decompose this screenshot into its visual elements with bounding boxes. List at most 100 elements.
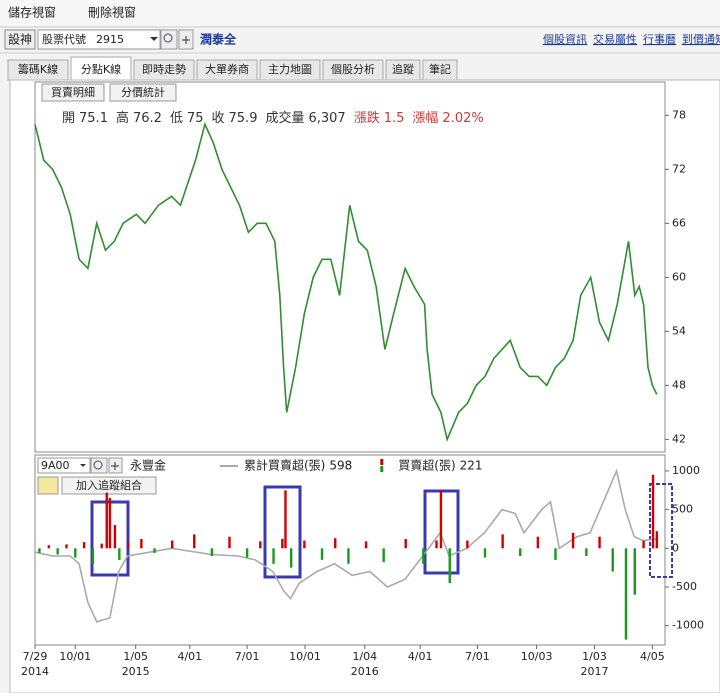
data-line (34, 121, 658, 442)
bar (259, 541, 262, 549)
bar (303, 540, 306, 549)
code-input[interactable] (37, 29, 161, 50)
year-label: 2017 (581, 665, 609, 678)
tab-label: 筆記 (429, 62, 451, 76)
bar (519, 548, 522, 557)
bar (171, 540, 174, 549)
code-label: 股票代號 (42, 33, 86, 46)
bar (284, 490, 287, 549)
menu-bar (0, 0, 720, 25)
y-tick-label: 1000 (672, 464, 700, 477)
broker-select[interactable] (37, 457, 91, 474)
tab-label: 籌碼K線 (18, 62, 58, 76)
bar (228, 536, 231, 549)
bar (435, 540, 438, 549)
bar (598, 536, 601, 549)
y-tick-label: 78 (672, 108, 686, 121)
legend-value: 221 (460, 459, 483, 473)
quote-value: 76.2 (133, 111, 162, 126)
year-label: 2014 (21, 665, 49, 678)
legend-value: 598 (329, 459, 352, 473)
quote-label: 開 (62, 111, 75, 126)
dropdown-arrow (80, 464, 86, 467)
bar (153, 548, 156, 553)
bar (422, 548, 425, 564)
year-label: 2016 (351, 665, 379, 678)
x-tick-label: 4/05 (640, 650, 665, 663)
quote-value: 75 (187, 111, 204, 126)
quote-label: 高 (116, 110, 129, 126)
button[interactable] (109, 83, 177, 102)
tab-label: 分點K線 (81, 62, 121, 76)
legend-label: 累計買賣超(張) (244, 458, 325, 473)
bar (100, 543, 103, 549)
x-tick-label: 1/03 (582, 650, 607, 663)
bar (404, 539, 407, 549)
tab-label: 即時走勢 (142, 62, 186, 76)
plus-icon (182, 36, 190, 44)
link[interactable]: 到價通知 (682, 32, 720, 46)
bar (655, 531, 659, 549)
y-tick-label: 48 (672, 378, 686, 391)
bar (642, 540, 645, 549)
button-label: 設神 (8, 32, 32, 47)
y-tick-label: 72 (672, 162, 686, 175)
x-tick-label: 4/01 (177, 650, 202, 663)
dropdown-arrow (150, 37, 158, 41)
bar (611, 548, 614, 572)
bar (554, 548, 557, 560)
tab-label: 個股分析 (331, 62, 375, 76)
y-tick-label: 54 (672, 324, 686, 337)
link[interactable]: 個股資訊 (543, 32, 587, 46)
x-tick-label: 7/01 (465, 650, 490, 663)
quote-label: 低 (170, 111, 183, 126)
bar (193, 534, 196, 549)
button[interactable] (61, 476, 157, 495)
bar (501, 534, 504, 549)
bar (320, 548, 324, 560)
bar (126, 542, 130, 549)
bar (272, 548, 275, 564)
bar (56, 548, 59, 555)
button[interactable] (4, 29, 36, 50)
year-label: 2015 (122, 665, 150, 678)
stock-name: 潤泰全 (200, 32, 237, 47)
bar (439, 490, 443, 549)
broker-name: 永豐金 (130, 458, 166, 473)
price-plot (34, 81, 666, 453)
quote-label: 收 (212, 111, 225, 126)
quote-label: 漲幅 (412, 111, 438, 126)
highlight-box (263, 485, 302, 579)
x-tick-label: 10/03 (521, 650, 553, 663)
x-tick-label: 7/01 (235, 650, 260, 663)
bar (289, 548, 293, 568)
bar (140, 539, 143, 549)
plus-icon (111, 462, 119, 470)
quote-value: 1.5 (384, 111, 405, 126)
bar (108, 498, 112, 549)
y-tick-label: 0 (672, 541, 679, 554)
data-line (34, 468, 657, 623)
quote-value: 2.02% (442, 111, 483, 126)
y-tick-label: 500 (672, 503, 693, 516)
menu-item[interactable]: 儲存視窗 (8, 5, 56, 20)
search-button[interactable] (160, 29, 178, 50)
button[interactable] (41, 83, 105, 102)
code-value: 2915 (96, 33, 124, 46)
quote-value: 75.1 (79, 111, 108, 126)
bar (364, 541, 368, 549)
menu-item[interactable]: 刪除視窗 (88, 5, 136, 20)
bar (65, 544, 68, 549)
bar (633, 548, 636, 595)
button-label: 買賣明細 (51, 85, 95, 99)
link[interactable]: 行事曆 (643, 33, 676, 46)
search-button[interactable] (90, 457, 108, 474)
y-tick-label: 66 (672, 216, 686, 229)
bar (483, 548, 487, 558)
link[interactable]: 交易屬性 (593, 32, 637, 46)
bar (466, 540, 469, 549)
bar (585, 548, 588, 557)
folder-button[interactable] (37, 476, 59, 495)
bar (245, 548, 249, 558)
bar (38, 548, 41, 553)
